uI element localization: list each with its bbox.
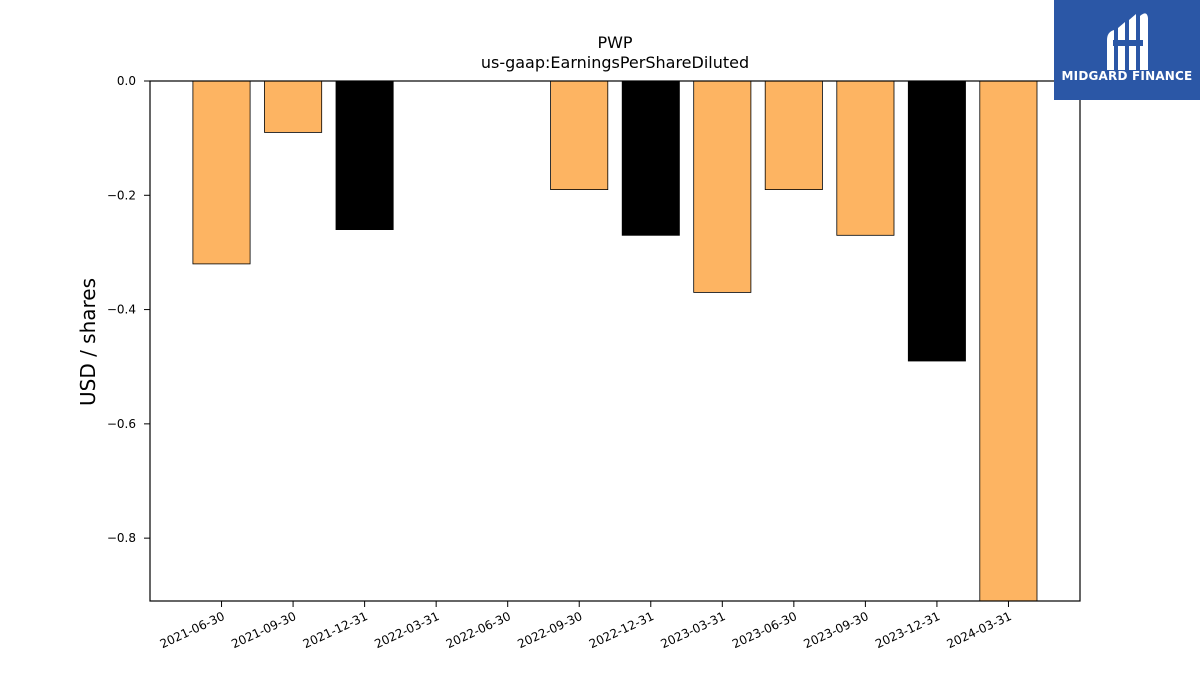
x-tick-label: 2021-09-30 — [229, 609, 298, 651]
x-tick-label: 2021-06-30 — [158, 609, 227, 651]
bar-2023-03-31 — [693, 80, 752, 293]
bar-2021-06-30 — [192, 80, 251, 265]
bar-2023-12-31 — [907, 80, 966, 362]
bar-2022-12-31 — [621, 80, 680, 236]
y-tick-label: −0.6 — [107, 417, 136, 431]
x-tick-label: 2024-03-31 — [945, 609, 1014, 651]
chart-subtitle: us-gaap:EarningsPerShareDiluted — [481, 53, 749, 72]
x-tick-label: 2023-06-30 — [730, 609, 799, 651]
x-tick-label: 2022-12-31 — [587, 609, 656, 651]
y-tick-label: −0.2 — [107, 188, 136, 202]
x-tick-label: 2022-06-30 — [444, 609, 513, 651]
brand-logo: MIDGARD FINANCE — [1054, 0, 1200, 100]
bar-2021-12-31 — [335, 80, 394, 231]
x-ticks: 2021-06-30 2021-09-30 2021-12-31 2022-03-31… — [158, 601, 1014, 651]
bar-2024-03-31 — [979, 80, 1038, 602]
bar-2023-06-30 — [764, 80, 823, 190]
x-tick-label: 2023-03-31 — [658, 609, 727, 651]
logo-text: MIDGARD FINANCE — [1061, 69, 1193, 83]
bars-group — [192, 80, 1038, 602]
x-tick-label: 2023-12-31 — [873, 609, 942, 651]
y-tick-label: 0.0 — [117, 74, 136, 88]
plot-frame — [149, 80, 1081, 602]
y-ticks: 0.0 −0.2 −0.4 −0.6 −0.8 — [107, 74, 150, 545]
midgard-logo-icon — [1107, 13, 1148, 70]
bar-2021-09-30 — [264, 80, 323, 133]
y-tick-label: −0.8 — [107, 531, 136, 545]
bar-2023-09-30 — [836, 80, 895, 236]
x-tick-label: 2021-12-31 — [301, 609, 370, 651]
y-tick-label: −0.4 — [107, 303, 136, 317]
y-axis-label: USD / shares — [76, 278, 100, 406]
chart-title: PWP — [597, 33, 632, 52]
x-tick-label: 2022-09-30 — [515, 609, 584, 651]
bar-2022-09-30 — [550, 80, 609, 190]
x-tick-label: 2023-09-30 — [802, 609, 871, 651]
x-tick-label: 2022-03-31 — [372, 609, 441, 651]
